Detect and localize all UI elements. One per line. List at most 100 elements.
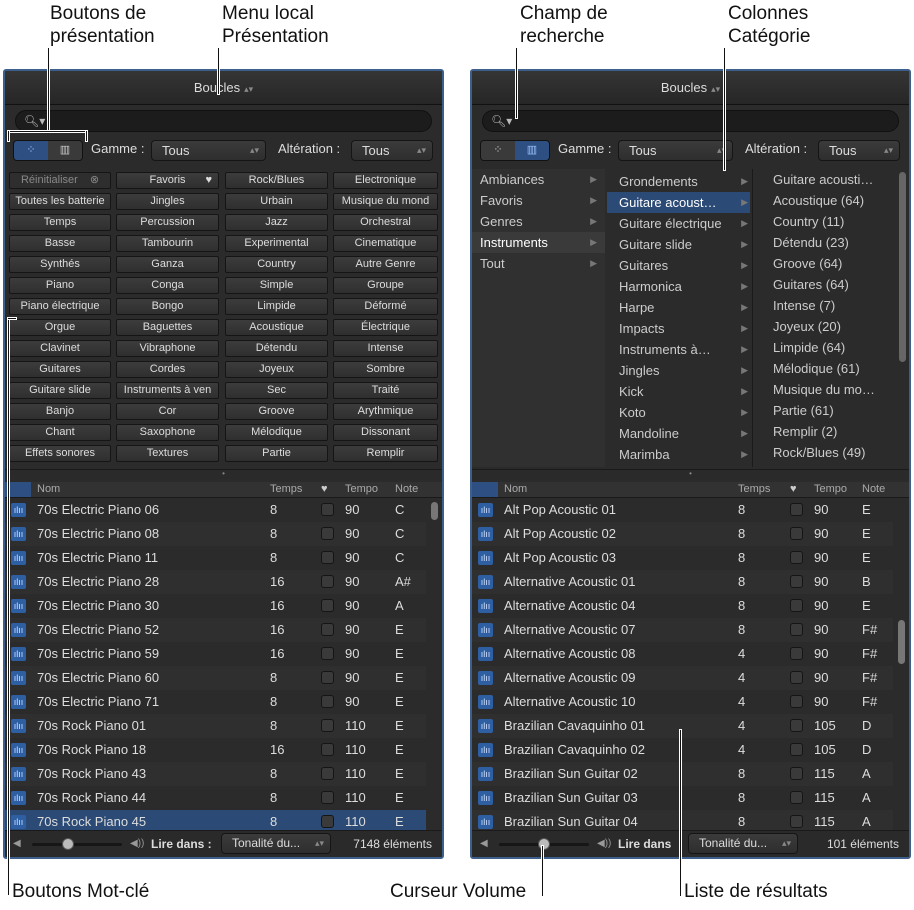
results-scrollbar[interactable]: [431, 502, 438, 520]
keyword-button[interactable]: Instruments à ven: [116, 382, 219, 399]
category-scrollbar[interactable]: [899, 172, 906, 362]
keyword-button[interactable]: Percussion: [116, 214, 219, 231]
keyword-button[interactable]: Favoris♥: [116, 172, 219, 189]
result-row[interactable]: ılııAlternative Acoustic 01890B: [472, 570, 893, 594]
category-item[interactable]: Instruments▶: [472, 232, 605, 253]
keyword-item[interactable]: Guitares (64): [753, 274, 898, 295]
result-row[interactable]: ılıı70s Electric Piano 521690E: [5, 618, 426, 642]
result-row[interactable]: ılııBrazilian Sun Guitar 038115A: [472, 786, 893, 810]
keyword-button[interactable]: Textures: [116, 445, 219, 462]
keyword-button[interactable]: Joyeux: [225, 361, 328, 378]
favorite-checkbox[interactable]: [321, 599, 334, 612]
keyword-button[interactable]: Détendu: [225, 340, 328, 357]
favorite-checkbox[interactable]: [321, 743, 334, 756]
result-row[interactable]: ılııAlternative Acoustic 04890E: [472, 594, 893, 618]
keyword-item[interactable]: Intense (7): [753, 295, 898, 316]
favorite-checkbox[interactable]: [790, 815, 803, 828]
favorite-checkbox[interactable]: [790, 575, 803, 588]
result-row[interactable]: ılıı70s Rock Piano 018110E: [5, 714, 426, 738]
keyword-button[interactable]: Arythmique: [333, 403, 438, 420]
keyword-button[interactable]: Banjo: [9, 403, 111, 420]
result-row[interactable]: ılııAlternative Acoustic 07890F#: [472, 618, 893, 642]
category-item[interactable]: Ambiances▶: [472, 169, 605, 190]
keyword-item[interactable]: Rock/Blues (49): [753, 442, 898, 463]
keyword-button[interactable]: Basse: [9, 235, 111, 252]
keyword-button[interactable]: Électrique: [333, 319, 438, 336]
favorite-checkbox[interactable]: [321, 767, 334, 780]
keyword-button[interactable]: Country: [225, 256, 328, 273]
keyword-button[interactable]: Clavinet: [9, 340, 111, 357]
column-key[interactable]: Note: [862, 483, 885, 495]
favorite-checkbox[interactable]: [790, 647, 803, 660]
alteration-popup[interactable]: Tous▴▾: [351, 140, 433, 161]
result-row[interactable]: ılıı70s Electric Piano 08890C: [5, 522, 426, 546]
favorite-checkbox[interactable]: [321, 551, 334, 564]
keyword-button[interactable]: Electronique: [333, 172, 438, 189]
favorite-checkbox[interactable]: [790, 623, 803, 636]
category-item[interactable]: Instruments à…▶: [607, 339, 750, 360]
keyword-button[interactable]: Effets sonores: [9, 445, 111, 462]
result-row[interactable]: ılııBrazilian Sun Guitar 048115A: [472, 810, 893, 832]
keyword-button[interactable]: Sec: [225, 382, 328, 399]
keyword-button[interactable]: Déformé: [333, 298, 438, 315]
keyword-item[interactable]: Limpide (64): [753, 337, 898, 358]
favorite-checkbox[interactable]: [321, 695, 334, 708]
column-tempo[interactable]: Tempo: [814, 483, 847, 495]
category-item[interactable]: Kick▶: [607, 381, 750, 402]
alteration-popup[interactable]: Tous▴▾: [818, 140, 900, 161]
result-row[interactable]: ılıı70s Electric Piano 591690E: [5, 642, 426, 666]
favorite-checkbox[interactable]: [321, 719, 334, 732]
gamme-popup[interactable]: Tous▴▾: [618, 140, 733, 161]
heart-icon[interactable]: ♥: [790, 483, 797, 495]
heart-icon[interactable]: ♥: [321, 483, 328, 495]
favorite-checkbox[interactable]: [321, 575, 334, 588]
keyword-item[interactable]: Partie (61): [753, 400, 898, 421]
play-in-popup[interactable]: Tonalité du...▴▾: [221, 833, 331, 854]
category-item[interactable]: Guitare électrique▶: [607, 213, 750, 234]
favorite-checkbox[interactable]: [790, 599, 803, 612]
gamme-popup[interactable]: Tous▴▾: [151, 140, 266, 161]
keyword-button[interactable]: Cordes: [116, 361, 219, 378]
keyword-button[interactable]: Urbain: [225, 193, 328, 210]
favorite-checkbox[interactable]: [321, 815, 334, 828]
grid-icon[interactable]: ⁘: [14, 141, 48, 160]
category-item[interactable]: Impacts▶: [607, 318, 750, 339]
favorite-checkbox[interactable]: [790, 527, 803, 540]
keyword-button[interactable]: Rock/Blues: [225, 172, 328, 189]
favorite-checkbox[interactable]: [790, 719, 803, 732]
result-row[interactable]: ılıı70s Electric Piano 281690A#: [5, 570, 426, 594]
result-row[interactable]: ılıı70s Electric Piano 301690A: [5, 594, 426, 618]
keyword-button[interactable]: Chant: [9, 424, 111, 441]
keyword-button[interactable]: Intense: [333, 340, 438, 357]
result-row[interactable]: ılııAlternative Acoustic 08490F#: [472, 642, 893, 666]
columns-icon[interactable]: ▥: [515, 141, 549, 160]
keyword-button[interactable]: Mélodique: [225, 424, 328, 441]
category-item[interactable]: Guitare slide▶: [607, 234, 750, 255]
keyword-button[interactable]: Traité: [333, 382, 438, 399]
favorite-checkbox[interactable]: [790, 503, 803, 516]
keyword-button[interactable]: Ganza: [116, 256, 219, 273]
keyword-item[interactable]: Mélodique (61): [753, 358, 898, 379]
keyword-item[interactable]: Acoustique (64): [753, 190, 898, 211]
result-row[interactable]: ılııBrazilian Sun Guitar 028115A: [472, 762, 893, 786]
keyword-button[interactable]: Groove: [225, 403, 328, 420]
result-row[interactable]: ılııBrazilian Cavaquinho 024105D: [472, 738, 893, 762]
category-item[interactable]: Guitare acoust…▶: [607, 192, 750, 213]
category-item[interactable]: Guitares▶: [607, 255, 750, 276]
keyword-button[interactable]: Orgue: [9, 319, 111, 336]
favorite-checkbox[interactable]: [790, 743, 803, 756]
result-row[interactable]: ılıı70s Electric Piano 11890C: [5, 546, 426, 570]
result-row[interactable]: ılıı70s Electric Piano 06890C: [5, 498, 426, 522]
keyword-button[interactable]: Jingles: [116, 193, 219, 210]
keyword-button[interactable]: Jazz: [225, 214, 328, 231]
keyword-item[interactable]: Remplir (2): [753, 421, 898, 442]
keyword-button[interactable]: Conga: [116, 277, 219, 294]
result-row[interactable]: ılııBrazilian Cavaquinho 014105D: [472, 714, 893, 738]
result-row[interactable]: ılıı70s Electric Piano 71890E: [5, 690, 426, 714]
result-row[interactable]: ılııAlternative Acoustic 09490F#: [472, 666, 893, 690]
category-item[interactable]: Favoris▶: [472, 190, 605, 211]
column-name[interactable]: Nom: [504, 483, 527, 495]
search-field[interactable]: 🔍︎▾: [15, 110, 432, 132]
favorite-checkbox[interactable]: [790, 767, 803, 780]
category-item[interactable]: Marimba▶: [607, 444, 750, 465]
